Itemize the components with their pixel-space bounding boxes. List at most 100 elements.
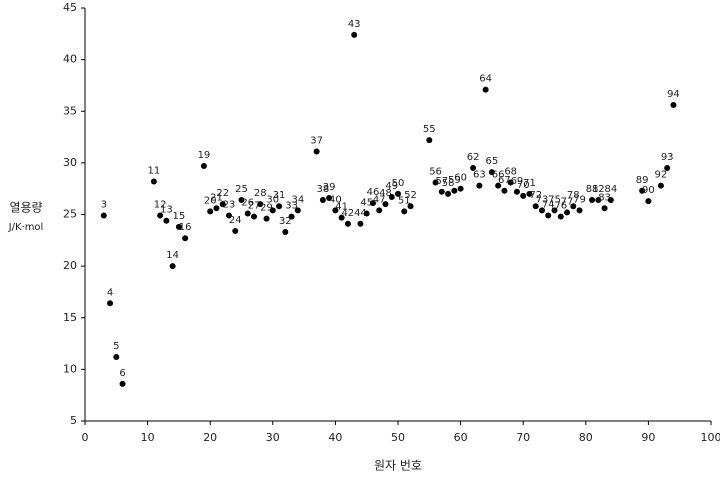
point xyxy=(326,194,333,201)
point xyxy=(407,203,414,210)
point-label: 19 xyxy=(198,150,211,161)
point xyxy=(332,207,339,214)
point-label: 56 xyxy=(429,166,442,177)
point-label: 16 xyxy=(179,222,192,233)
point-label: 68 xyxy=(504,166,517,177)
point-label: 73 xyxy=(536,194,549,205)
point-label: 41 xyxy=(335,202,348,213)
point xyxy=(470,165,477,172)
y-tick-label: 20 xyxy=(63,259,77,272)
point-label: 57 xyxy=(435,176,448,187)
point-label: 71 xyxy=(523,178,536,189)
x-tick-label: 70 xyxy=(516,431,530,444)
point xyxy=(501,187,508,194)
point-label: 37 xyxy=(310,136,323,147)
point xyxy=(476,182,483,189)
point-label: 44 xyxy=(354,208,367,219)
point xyxy=(532,203,539,210)
point xyxy=(119,380,126,387)
point-label: 43 xyxy=(348,19,361,30)
point-label: 89 xyxy=(636,175,649,186)
y-tick-label: 10 xyxy=(63,362,77,375)
point xyxy=(551,207,558,214)
point-label: 42 xyxy=(342,208,355,219)
x-tick-label: 100 xyxy=(701,431,720,444)
point-label: 76 xyxy=(554,201,567,212)
point xyxy=(401,208,408,215)
point-label: 15 xyxy=(173,211,186,222)
point xyxy=(457,185,464,192)
point xyxy=(238,197,245,204)
point-label: 11 xyxy=(147,165,160,176)
point-label: 26 xyxy=(241,197,254,208)
point xyxy=(269,207,276,214)
point xyxy=(357,220,364,227)
point-label: 81 xyxy=(586,184,599,195)
point xyxy=(564,209,571,216)
point-label: 82 xyxy=(592,184,605,195)
point xyxy=(100,212,107,219)
point-label: 51 xyxy=(398,195,411,206)
point xyxy=(244,210,251,217)
point xyxy=(545,212,552,219)
point-label: 49 xyxy=(385,181,398,192)
point-label: 5 xyxy=(113,341,119,352)
point-label: 30 xyxy=(266,194,279,205)
point xyxy=(169,263,176,270)
point-label: 93 xyxy=(661,152,674,163)
x-tick-label: 20 xyxy=(203,431,217,444)
y-tick-label: 45 xyxy=(63,1,77,14)
point xyxy=(607,197,614,204)
point-label: 46 xyxy=(367,187,380,198)
point xyxy=(670,102,677,109)
point xyxy=(288,213,295,220)
point-label: 65 xyxy=(486,156,499,167)
point-label: 60 xyxy=(454,173,467,184)
point xyxy=(601,205,608,212)
point xyxy=(319,197,326,204)
point-label: 59 xyxy=(448,175,461,186)
point xyxy=(507,179,514,186)
y-tick-label: 40 xyxy=(63,53,77,66)
point xyxy=(107,300,114,307)
point xyxy=(639,187,646,194)
point xyxy=(645,198,652,205)
point xyxy=(175,223,182,230)
point xyxy=(113,353,120,360)
point xyxy=(150,178,157,185)
point-label: 74 xyxy=(542,200,555,211)
point-label: 79 xyxy=(573,194,586,205)
point-label: 64 xyxy=(479,74,492,85)
point xyxy=(395,190,401,197)
point xyxy=(589,197,596,204)
point xyxy=(388,193,395,200)
point xyxy=(232,228,239,235)
point xyxy=(163,217,170,224)
point-label: 23 xyxy=(223,200,236,211)
point-label: 34 xyxy=(291,194,304,205)
point-label: 75 xyxy=(548,194,561,205)
point-label: 24 xyxy=(229,215,242,226)
point-label: 84 xyxy=(604,184,617,195)
point xyxy=(426,137,433,144)
point xyxy=(432,179,439,186)
point xyxy=(351,31,358,38)
point-label: 63 xyxy=(473,170,486,181)
point-label: 25 xyxy=(235,184,248,195)
point-label: 28 xyxy=(254,188,267,199)
point xyxy=(276,203,283,210)
point-label: 21 xyxy=(210,192,223,203)
point xyxy=(520,192,527,199)
point xyxy=(445,190,452,197)
point xyxy=(664,165,671,172)
point-label: 40 xyxy=(329,194,342,205)
point xyxy=(282,229,289,236)
point xyxy=(526,190,533,197)
point xyxy=(344,220,351,227)
x-tick-label: 50 xyxy=(391,431,405,444)
point-label: 31 xyxy=(273,190,286,201)
point-label: 48 xyxy=(379,188,392,199)
point-label: 52 xyxy=(404,190,417,201)
point-label: 72 xyxy=(529,190,542,201)
point xyxy=(263,215,270,222)
